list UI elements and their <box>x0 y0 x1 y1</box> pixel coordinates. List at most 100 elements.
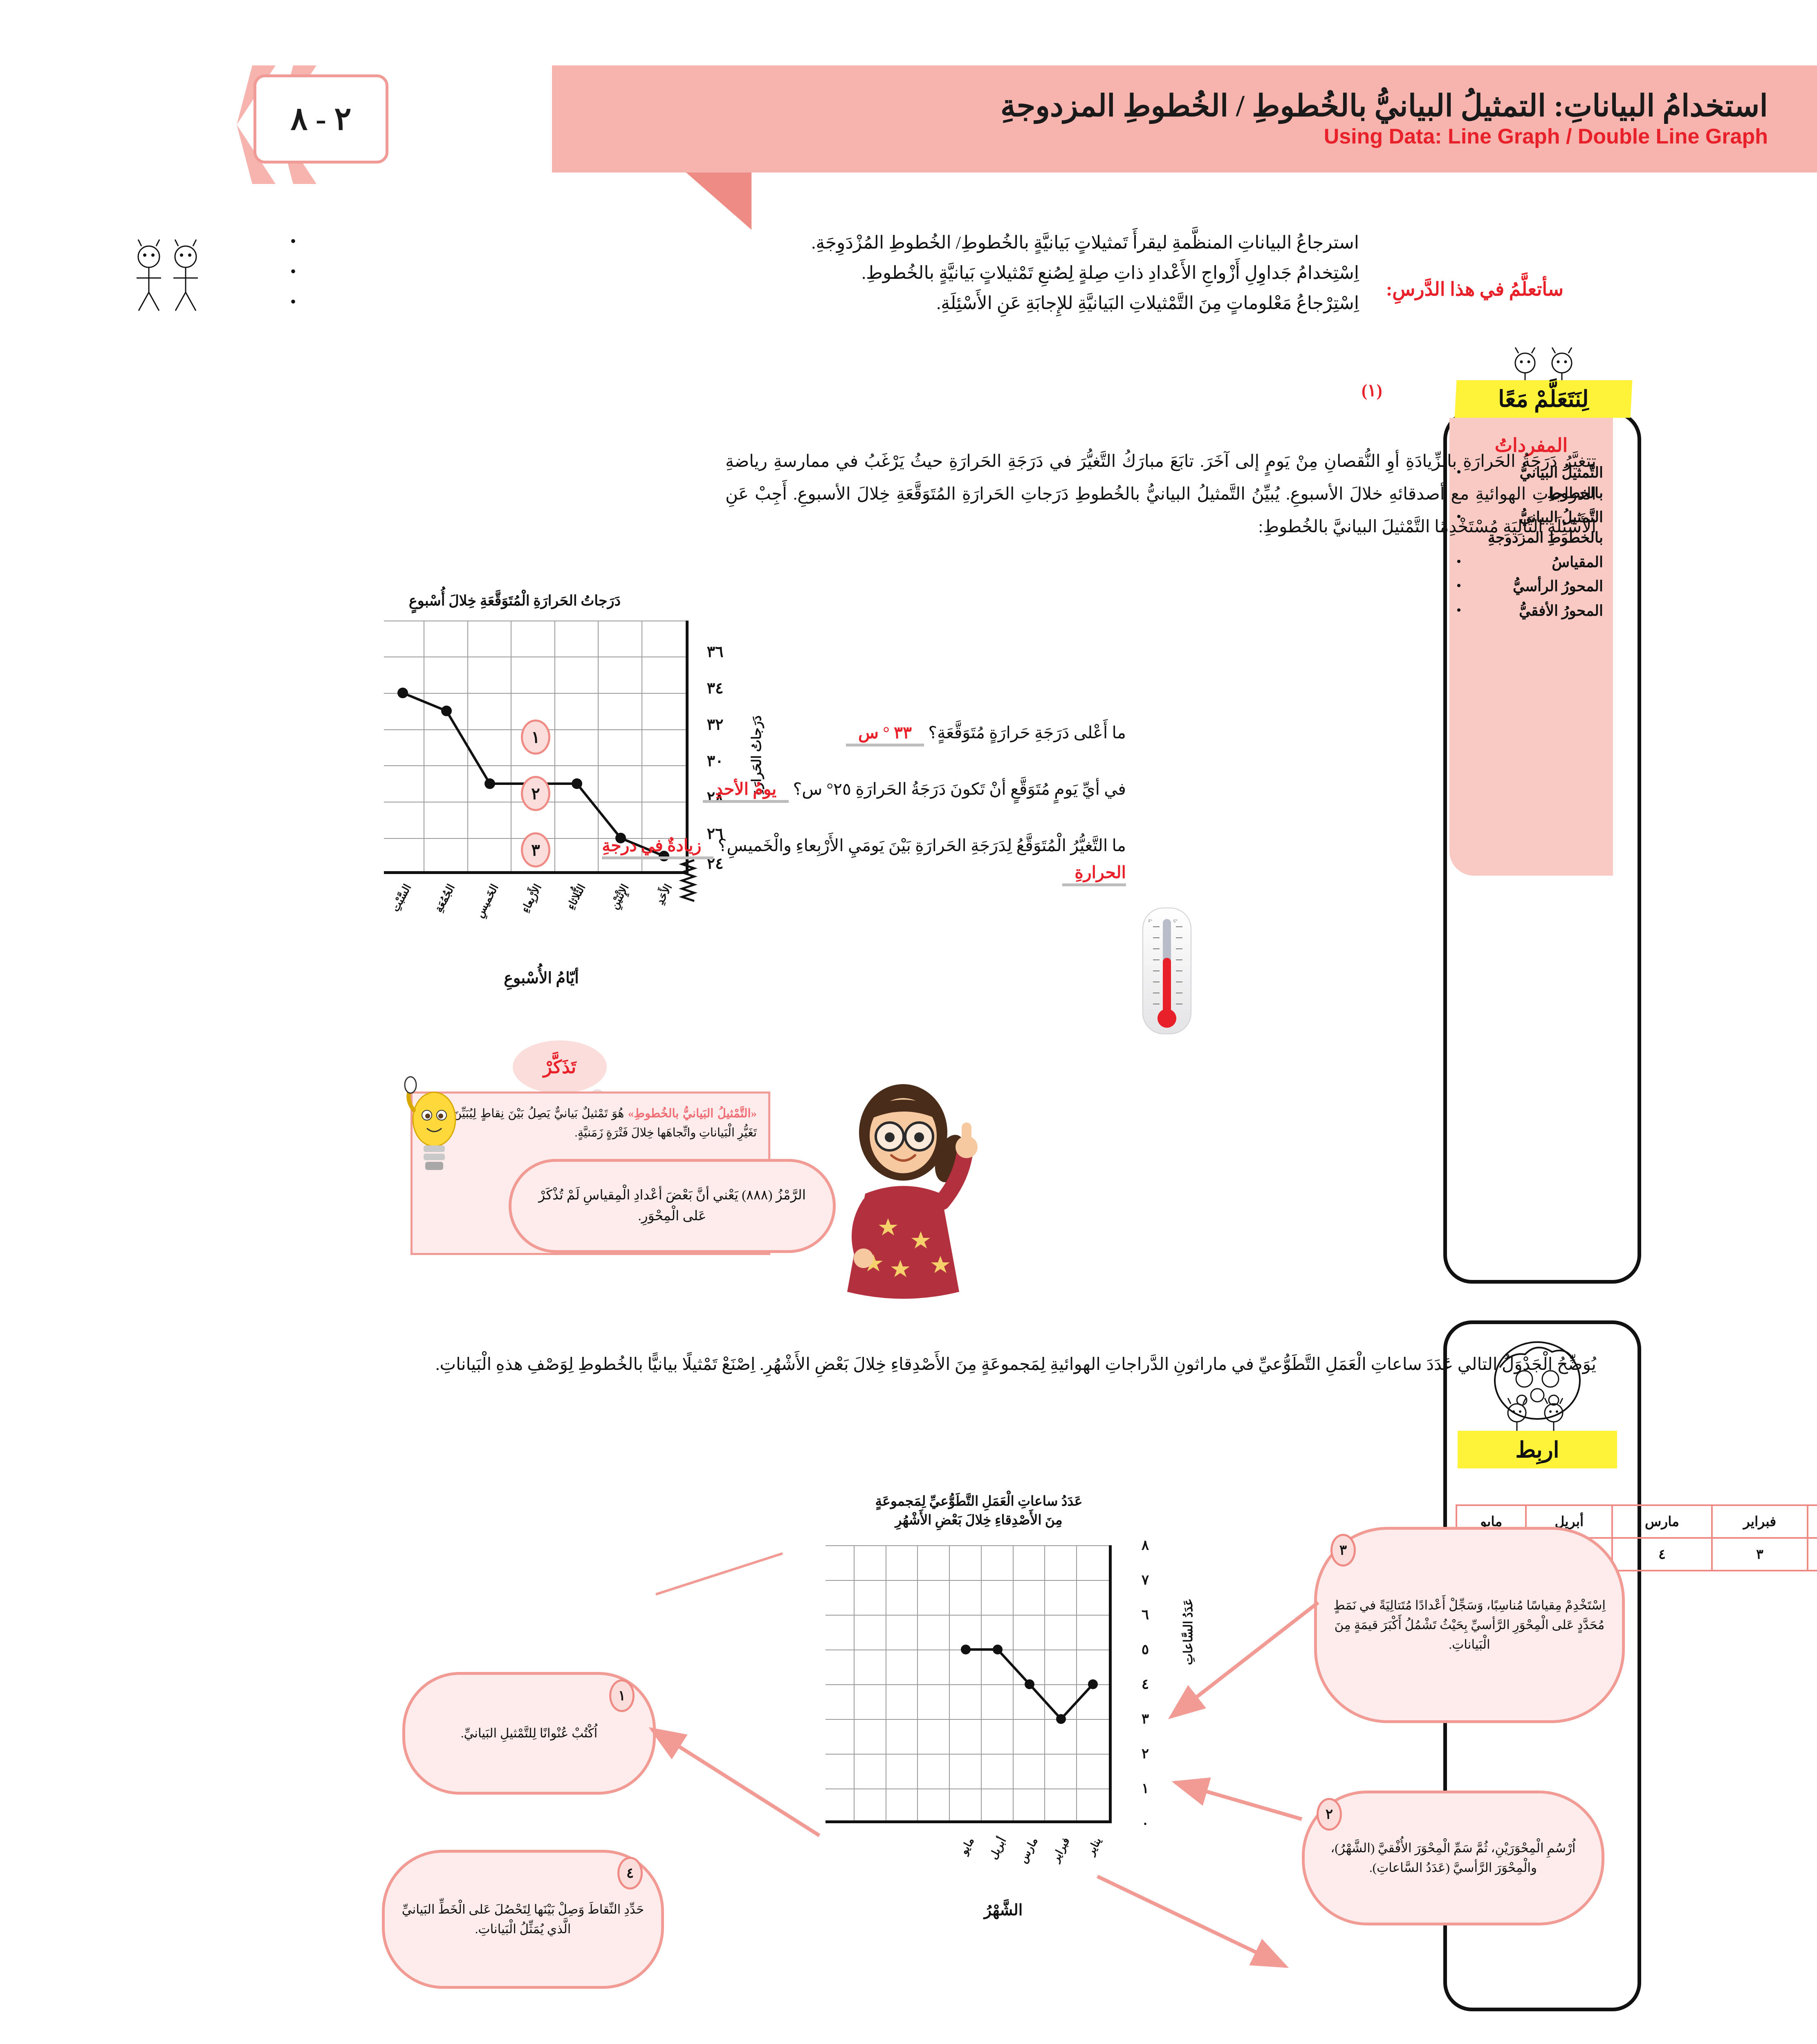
x-axis-title: أيّامُ الأُسْبوعِ <box>504 970 579 987</box>
speech-cloud-shape <box>509 1159 836 1253</box>
x-tick-label: مايو <box>958 1836 977 1857</box>
bullet-icon: • <box>1456 603 1461 617</box>
question-number-badge: ١ <box>521 719 550 755</box>
learn-kids-doodle-icon <box>1480 347 1611 384</box>
callout-arrow-2b-icon <box>1097 1874 1289 1968</box>
chart-title-line1: عَدَدُ ساعاتِ الْعَمَلِ التَّطَوُّعيِّ ل… <box>875 1494 1083 1509</box>
question-answer[interactable]: يومُ الأحدِ <box>703 780 789 803</box>
question-row: ١ ما أَعْلى دَرَجَةِ حَرارَةٍ مُتَوَقَّع… <box>513 719 1126 755</box>
header-banner: استخدامُ البياناتِ: التمثيلُ البيانيُّ ب… <box>552 65 1817 173</box>
remember-text: هُوَ تَمْثيلٌ بَيانيٌّ يَصِلُ بَيْنَ نِق… <box>424 1107 757 1139</box>
gridline <box>981 1545 982 1820</box>
objective-text: اِسْتِرْجاعُ مَعْلوماتٍ مِنَ التَّمْثيلا… <box>936 293 1359 314</box>
callout-bubble-3: اِسْتَخْدِمْ مِقياسًا مُناسِبًا، وَسَجِّ… <box>1314 1527 1625 1723</box>
vocabulary-term: المحورُ الرأسيُّ <box>1512 578 1603 595</box>
list-item: • التَّمثيلُ البيانيُّ بالخطوطِ المزدوجة… <box>1454 507 1603 548</box>
y-tick-label: ٢٦ <box>707 825 724 843</box>
question-number-badge: ٢ <box>521 776 550 811</box>
list-item: • اِسْتِرْجاعُ مَعْلوماتٍ مِنَ التَّمْثي… <box>286 289 1359 317</box>
lightbulb-character-icon <box>404 1076 456 1170</box>
lets-learn-tag: لِنَتَعَلَّمْ مَعًا <box>1454 380 1633 418</box>
question-row: ٣ ما التَّغيُّرُ الْمُتَوَقَّعُ لِدَرَجَ… <box>513 832 1126 886</box>
chart-plot-area <box>826 1545 1112 1823</box>
question-answer[interactable]: زيادةٌ في درجةِ الحرارةِ <box>602 836 1126 886</box>
remember-label: تَذَكَّرْ <box>543 1057 577 1077</box>
y-tick-label: ١ <box>1141 1781 1149 1796</box>
callout-arrow-3-icon <box>1168 1601 1319 1719</box>
y-tick-label: ٢٨ <box>707 789 724 806</box>
bullet-icon: • <box>1456 554 1461 568</box>
thermometer-tube <box>1163 919 1171 1013</box>
lets-learn-part-number: (١) <box>1362 381 1382 400</box>
callout-number-1: ١ <box>609 1679 635 1712</box>
list-item: • اِسْتِخدامُ جَداوِلِ أَزْواجِ الأَعْدا… <box>286 259 1359 287</box>
thinking-head-icon <box>1494 1341 1581 1420</box>
x-tick-label: أبريل <box>987 1836 1009 1861</box>
gridline <box>826 1719 1109 1720</box>
chart-title: دَرَجاتُ الحَرارَةِ الْمُتَوَقَّعَةِ خِل… <box>408 593 621 609</box>
svg-text:°F: °F <box>1149 919 1153 923</box>
y-tick-label: ٧ <box>1141 1573 1149 1588</box>
gridline <box>826 1788 1109 1789</box>
table-cell: يناير <box>1807 1504 1817 1539</box>
x-tick-label: يناير <box>1085 1836 1104 1857</box>
thermometer-bulb <box>1157 1009 1176 1028</box>
gridline <box>384 693 686 694</box>
callout-number-3: ٣ <box>1330 1534 1356 1567</box>
vocabulary-term: المحورُ الأفقيُّ <box>1519 603 1603 619</box>
gridline <box>384 765 686 766</box>
girl-speech-bubble: الرَّمْزُ (٨٨٨) يَعْني أنَّ بَعْضَ أعْدا… <box>509 1159 836 1253</box>
chart-title: عَدَدُ ساعاتِ الْعَمَلِ التَّطَوُّعيِّ ل… <box>778 1492 1179 1530</box>
gridline <box>826 1684 1109 1685</box>
lesson-title-arabic: استخدامُ البياناتِ: التمثيلُ البيانيُّ ب… <box>1000 90 1768 123</box>
intro-paragraph: تتغيَّرُ دَرَجَةُ الحَرارَةِ بالزِّيادَة… <box>725 452 1596 536</box>
y-tick-label: ٠ <box>1141 1816 1149 1831</box>
vocabulary-list: • التَّمثيلُ البيانيُّ بالخطوطِ • التَّم… <box>1449 463 1613 621</box>
callout-bubble-2: اُرْسُمِ الْمِحْوَرَيْنِ، ثُمَّ سَمِّ ال… <box>1302 1791 1604 1925</box>
callout-number-2: ٢ <box>1317 1798 1342 1831</box>
remember-text-wrap: «التَّمْثيلُ البَيانيُّ بالخُطوطِ» هُوَ … <box>413 1094 768 1153</box>
thermometer-scale: °F °C <box>1149 919 1182 1004</box>
speech-bubble-text: الرَّمْزُ (٨٨٨) يَعْني أنَّ بَعْضَ أعْدا… <box>538 1188 806 1224</box>
question-number-badge: ٣ <box>521 832 550 867</box>
vocabulary-term: المقياسُ <box>1552 554 1603 570</box>
x-tick-label: فبراير <box>1049 1836 1072 1864</box>
question-answer[interactable]: ٣٣ ° س <box>846 723 924 746</box>
gridline <box>949 1545 950 1820</box>
lesson-number-badge: ٢ - ٨ <box>253 74 388 164</box>
link-tag: اربِط <box>1458 1431 1617 1468</box>
bullet-icon: • <box>1456 465 1461 479</box>
objectives-section: سأتعلَّمُ في هذا الدَّرسِ: • استرجاعُ ال… <box>286 229 1564 320</box>
vocabulary-term: التَّمثيلُ البيانيُّ بالخطوطِ <box>1519 464 1603 501</box>
questions-list: ١ ما أَعْلى دَرَجَةِ حَرارَةٍ مُتَوَقَّع… <box>513 719 1126 907</box>
header-ribbon-fold <box>686 173 751 230</box>
gridline <box>1076 1545 1077 1820</box>
link-intro-paragraph: يُوَضِّحُ الْجَدْوَلُ التالي عَدَدَ ساعا… <box>435 1355 1596 1374</box>
volunteer-hours-line-chart: عَدَدُ ساعاتِ الْعَمَلِ التَّطَوُّعيِّ ل… <box>778 1492 1195 2007</box>
bullet-icon: • <box>1456 510 1461 524</box>
list-item: • استرجاعُ البياناتِ المنظَّمةِ ليقرأَ ت… <box>286 229 1359 257</box>
callout-bubble-4: حَدِّدِ النِّقاطَ وَصِلْ بَيْنَها لِتَحْ… <box>382 1850 664 1989</box>
list-item: • المحورُ الرأسيُّ <box>1454 576 1603 597</box>
question-body: في أيِّ يَومٍ مُتَوَقَّعٍ أنْ تَكونَ دَر… <box>550 776 1126 803</box>
bullet-icon: • <box>290 292 296 311</box>
y-tick-label: ٢ <box>1141 1746 1149 1762</box>
objective-text: استرجاعُ البياناتِ المنظَّمةِ ليقرأَ تَم… <box>811 233 1359 253</box>
y-tick-label: ٣٢ <box>707 716 724 733</box>
table-cell: فبراير <box>1711 1504 1809 1539</box>
gridline <box>598 621 599 871</box>
x-tick-label: الجُمُعَةِ <box>432 882 457 914</box>
list-item: • التَّمثيلُ البيانيُّ بالخطوطِ <box>1454 463 1603 503</box>
bullet-icon: • <box>290 232 296 250</box>
vocabulary-term: التَّمثيلُ البيانيُّ بالخطوطِ المزدوجةِ <box>1487 509 1603 546</box>
table-cell: ٤ <box>1807 1537 1817 1571</box>
table-cell: ٣ <box>1711 1537 1809 1571</box>
x-tick-label: مارس <box>1016 1836 1040 1865</box>
gridline <box>1044 1545 1045 1820</box>
callout-text: اِسْتَخْدِمْ مِقياسًا مُناسِبًا، وَسَجِّ… <box>1333 1598 1606 1652</box>
y-tick-label: ٣٦ <box>707 643 724 661</box>
callout-arrow-4-icon <box>648 1727 821 1837</box>
gridline <box>826 1580 1109 1581</box>
list-item: • المقياسُ <box>1454 552 1603 573</box>
